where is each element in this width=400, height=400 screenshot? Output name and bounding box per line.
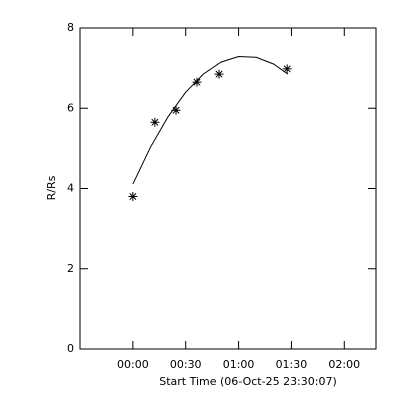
x-tick-label: 02:00 (328, 358, 360, 371)
data-point (282, 64, 292, 74)
y-axis-label: R/Rs (45, 175, 58, 200)
x-tick-label: 01:00 (223, 358, 255, 371)
data-point (150, 117, 160, 127)
y-tick-label: 0 (67, 342, 74, 355)
y-tick-label: 4 (67, 182, 74, 195)
data-point (171, 105, 181, 115)
y-tick-label: 6 (67, 101, 74, 114)
data-point (128, 192, 138, 202)
data-point (214, 69, 224, 79)
x-tick-label: 00:30 (170, 358, 202, 371)
x-tick-label: 00:00 (117, 358, 149, 371)
x-tick-label: 01:30 (276, 358, 308, 371)
y-tick-label: 2 (67, 262, 74, 275)
fit-curve (132, 55, 289, 185)
data-point (192, 77, 202, 87)
y-tick-label: 8 (67, 21, 74, 34)
x-axis-label: Start Time (06-Oct-25 23:30:07) (159, 375, 337, 388)
